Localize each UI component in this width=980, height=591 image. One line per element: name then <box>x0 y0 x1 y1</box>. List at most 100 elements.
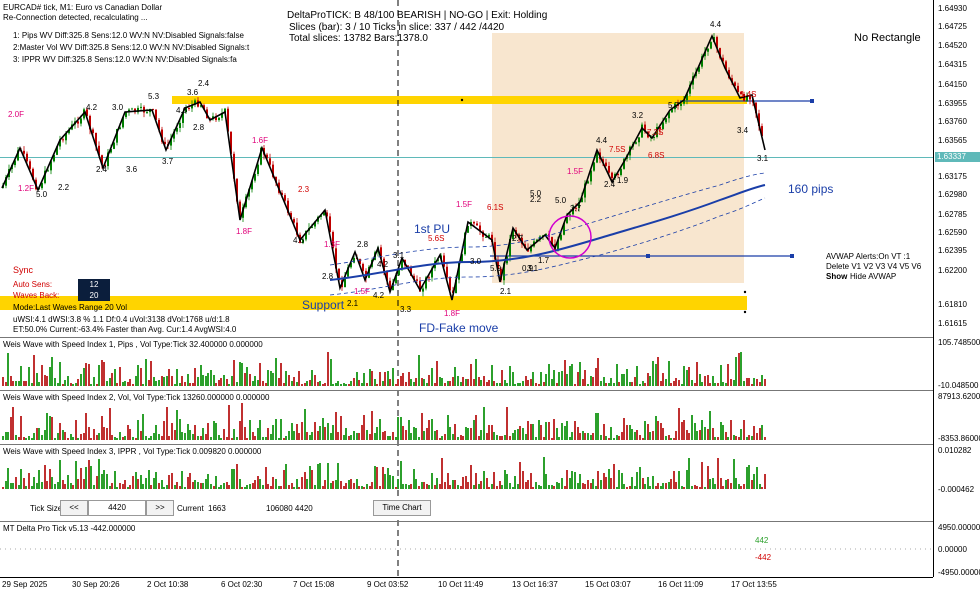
volume-bar <box>717 436 719 440</box>
waves-back-input[interactable]: 20 <box>78 290 110 301</box>
wave-label: 3.3 <box>400 305 412 314</box>
volume-bar <box>150 485 153 489</box>
candle-body <box>596 152 598 163</box>
indicator-pane-3[interactable]: Weis Wave with Speed Index 3, IPPR , Vol… <box>0 445 933 493</box>
candle-body <box>392 283 394 291</box>
volume-bar <box>748 465 751 489</box>
prev-button[interactable]: << <box>60 500 88 516</box>
avwap-show[interactable]: Show <box>826 272 848 281</box>
volume-bar <box>316 464 319 489</box>
volume-bar <box>740 486 743 489</box>
volume-bar <box>87 460 90 489</box>
volume-bar <box>241 363 244 386</box>
avwap-hide[interactable]: Hide AVWAP <box>850 272 897 281</box>
volume-bar <box>80 467 82 489</box>
volume-bar <box>100 416 103 440</box>
volume-bar <box>399 416 402 440</box>
volume-bar <box>212 486 215 489</box>
volume-bar <box>22 478 25 489</box>
wave-label: 2.4 <box>96 165 108 174</box>
volume-bar <box>389 475 392 489</box>
volume-bar <box>327 422 329 440</box>
volume-bar <box>67 437 69 440</box>
volume-bar <box>2 376 4 386</box>
volume-bar <box>605 476 608 489</box>
indicator-pane-4[interactable]: MT Delta Pro Tick v5.13 -442.000000 442 … <box>0 522 933 577</box>
candle-body <box>311 226 313 228</box>
volume-bar <box>397 417 400 440</box>
volume-bar <box>501 485 504 489</box>
volume-bar <box>722 381 725 386</box>
volume-bar <box>662 428 665 440</box>
volume-bar <box>737 353 740 386</box>
volume-bar <box>98 432 101 440</box>
volume-bar <box>743 419 745 440</box>
time-chart-button[interactable]: Time Chart <box>373 500 431 516</box>
time-label: 7 Oct 15:08 <box>293 580 335 589</box>
volume-bar <box>85 466 88 489</box>
volume-bar <box>418 485 420 489</box>
candle-body <box>497 259 499 269</box>
volume-bar <box>446 414 449 440</box>
wave-label: 3.2 <box>632 111 644 120</box>
volume-bar <box>186 423 189 440</box>
volume-bar <box>342 486 345 489</box>
volume-bar <box>672 437 675 440</box>
volume-bar <box>95 476 98 489</box>
symbol-line: EURCAD# tick, M1: Euro vs Canadian Dolla… <box>3 3 163 12</box>
volume-bar <box>568 366 571 386</box>
volume-bar <box>256 427 259 440</box>
volume-bar <box>555 427 558 440</box>
volume-bar <box>202 482 205 489</box>
volume-bar <box>243 486 246 489</box>
volume-bar <box>488 425 491 440</box>
volume-bar <box>563 485 566 489</box>
volume-bar <box>134 376 137 386</box>
volume-bar <box>683 419 686 440</box>
volume-bar <box>337 462 340 489</box>
volume-bar <box>181 375 184 386</box>
volume-bar <box>106 380 108 386</box>
volume-bar <box>54 377 56 386</box>
volume-bar <box>316 430 319 440</box>
volume-bar <box>605 435 608 440</box>
tick-size-input[interactable]: 4420 <box>88 500 146 516</box>
volume-bar <box>566 373 569 386</box>
indicator-pane-2[interactable]: Weis Wave with Speed Index 2, Vol, Vol T… <box>0 391 933 444</box>
volume-bar <box>706 375 709 386</box>
volume-bar <box>670 437 673 440</box>
volume-bar <box>631 429 634 440</box>
volume-bar <box>665 378 667 386</box>
volume-bar <box>376 466 379 489</box>
volume-bar <box>233 469 236 489</box>
volume-bar <box>672 380 675 386</box>
volume-bar <box>152 478 155 489</box>
volume-bar <box>545 373 548 386</box>
volume-bar <box>711 477 714 489</box>
volume-bar <box>428 419 431 440</box>
candle-body <box>686 93 688 101</box>
volume-bar <box>327 462 329 489</box>
volume-bar <box>423 430 426 440</box>
wave-label: 4.2 <box>377 260 389 269</box>
tick-size-label: Tick Size: <box>30 504 65 513</box>
avwap-delete[interactable]: Delete V1 V2 V3 V4 V5 V6 <box>826 262 922 271</box>
volume-bar <box>311 470 314 489</box>
volume-bar <box>581 482 584 489</box>
volume-bar <box>407 484 410 489</box>
next-button[interactable]: >> <box>146 500 174 516</box>
volume-bar <box>2 486 4 489</box>
volume-bar <box>678 407 680 440</box>
highlight-circle <box>548 215 592 259</box>
candle-body <box>287 200 289 213</box>
wave-label: 5.0 <box>530 189 542 198</box>
volume-bar <box>553 419 556 440</box>
volume-bar <box>644 420 647 440</box>
indicator-pane-1[interactable]: Weis Wave with Speed Index 1, Pips , Vol… <box>0 338 933 390</box>
wave-label: 2.4 <box>198 79 210 88</box>
volume-bar <box>623 418 626 440</box>
volume-bar <box>537 383 540 386</box>
main-chart[interactable]: 2.0F 5.3 3.6 2.4 4.2 3.0 4.6 2.8 1.2F 2.2 2.4 3.6 3.… <box>0 0 933 577</box>
volume-bar <box>509 365 511 386</box>
auto-sens-input[interactable]: 12 <box>78 279 110 290</box>
